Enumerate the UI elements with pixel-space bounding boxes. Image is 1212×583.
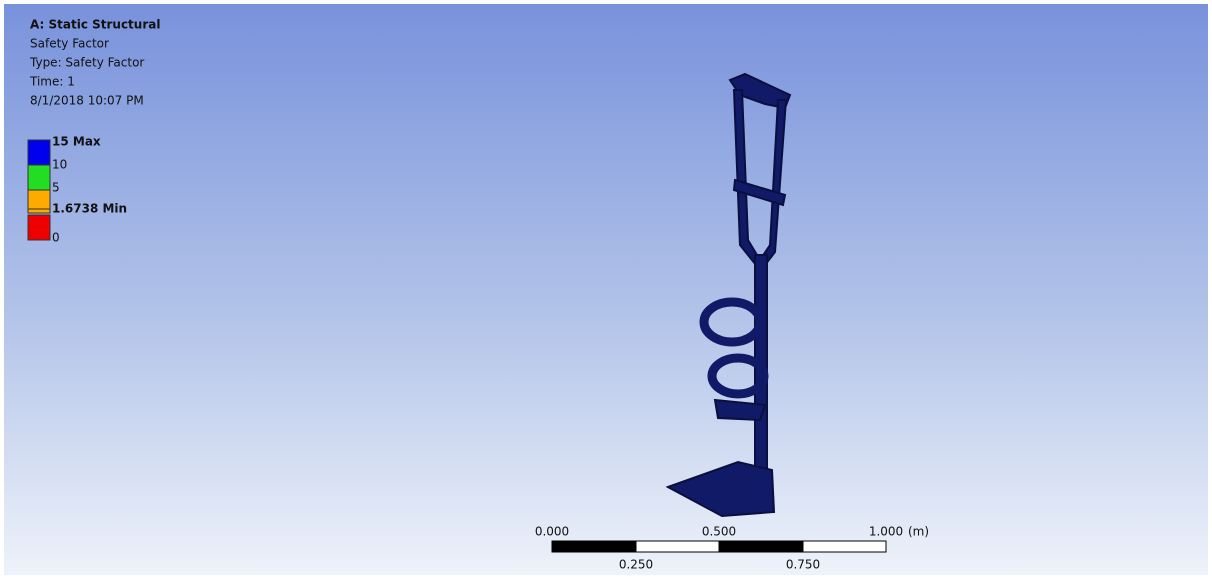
legend-label: 10 <box>52 158 67 172</box>
background <box>4 4 1208 575</box>
legend-swatch <box>28 165 50 190</box>
scale-segment <box>803 541 886 552</box>
header-line: Type: Safety Factor <box>29 56 144 70</box>
scale-label: 0.250 <box>619 558 653 572</box>
scale-segment <box>719 541 803 552</box>
legend-label: 15 Max <box>52 135 101 149</box>
scale-unit: (m) <box>908 525 929 539</box>
scale-label: 0.750 <box>786 558 820 572</box>
legend-swatch <box>28 140 50 165</box>
scale-label: 1.000 <box>869 525 903 539</box>
legend-label: 0 <box>52 231 60 245</box>
scale-segment <box>636 541 719 552</box>
viewport: A: Static Structural Safety Factor Type:… <box>0 0 1212 579</box>
legend-label: 5 <box>52 181 60 195</box>
title: A: Static Structural <box>30 18 160 32</box>
header-line: Safety Factor <box>30 37 109 51</box>
legend-min-marker <box>28 209 50 213</box>
scale-label: 0.000 <box>535 525 569 539</box>
legend-swatch <box>28 215 50 240</box>
header-line: Time: 1 <box>29 75 75 89</box>
legend-label: 1.6738 Min <box>52 202 127 216</box>
scale-label: 0.500 <box>702 525 736 539</box>
legend-swatch <box>28 190 50 209</box>
scale-segment <box>552 541 636 552</box>
header-line: 8/1/2018 10:07 PM <box>30 94 144 108</box>
